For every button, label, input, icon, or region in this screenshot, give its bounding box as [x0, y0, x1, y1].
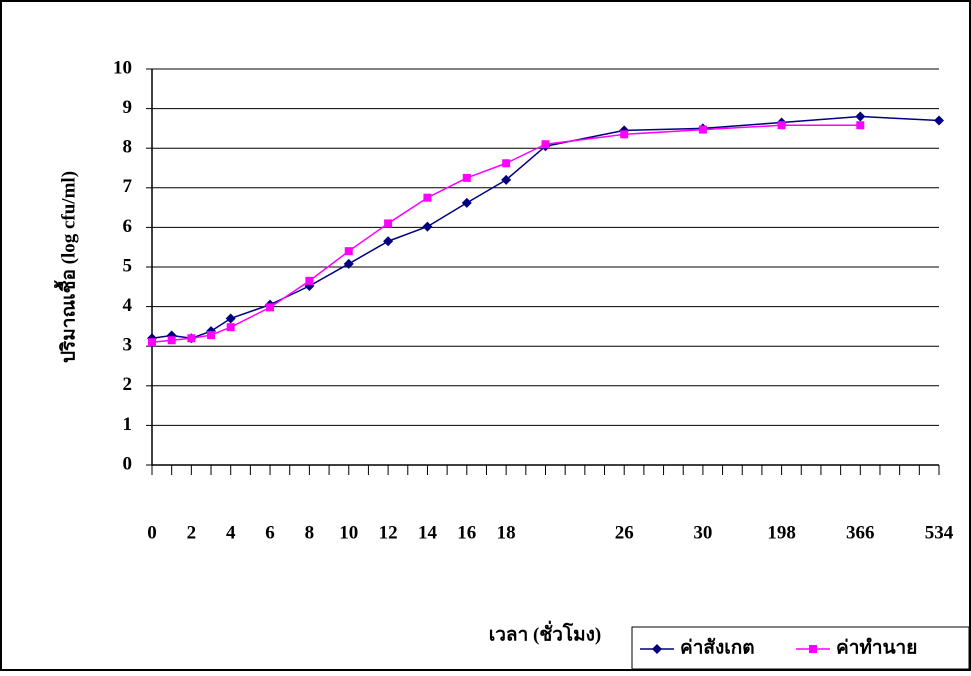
data-point — [542, 140, 550, 148]
chart: เวลา (ชั่วโมง) ปริมาณเชื้อ (log cfu/ml) … — [0, 0, 971, 671]
data-point — [620, 130, 628, 138]
y-tick-label: 6 — [123, 216, 133, 237]
legend-label: ค่าสังเกต — [680, 637, 755, 658]
x-tick-label: 12 — [379, 522, 398, 543]
legend-marker — [809, 645, 817, 653]
x-tick-label: 366 — [846, 522, 875, 543]
x-axis-title: เวลา (ชั่วโมง) — [489, 620, 601, 645]
y-tick-label: 1 — [123, 414, 133, 435]
y-tick-label: 7 — [123, 176, 133, 197]
data-point — [266, 303, 274, 311]
x-tick-label: 8 — [305, 522, 315, 543]
y-tick-label: 4 — [123, 295, 133, 316]
data-point — [305, 277, 313, 285]
data-point — [502, 159, 510, 167]
y-tick-label: 8 — [123, 137, 133, 158]
data-point — [384, 219, 392, 227]
data-point — [345, 247, 353, 255]
x-tick-label: 0 — [147, 522, 157, 543]
chart-frame — [1, 1, 970, 670]
x-tick-label: 16 — [457, 522, 476, 543]
x-tick-label: 2 — [187, 522, 197, 543]
legend-label: ค่าทำนาย — [836, 637, 917, 658]
data-point — [778, 121, 786, 129]
y-tick-label: 9 — [123, 97, 133, 118]
data-point — [699, 126, 707, 134]
x-tick-label: 198 — [767, 522, 796, 543]
data-point — [856, 121, 864, 129]
y-tick-label: 3 — [123, 335, 133, 356]
data-point — [148, 338, 156, 346]
data-point — [463, 174, 471, 182]
data-point — [227, 323, 235, 331]
x-tick-label: 10 — [339, 522, 358, 543]
x-tick-label: 4 — [226, 522, 236, 543]
x-tick-label: 30 — [693, 522, 712, 543]
x-tick-label: 6 — [265, 522, 275, 543]
y-tick-label: 10 — [113, 57, 132, 78]
x-tick-label: 14 — [418, 522, 438, 543]
x-tick-label: 26 — [615, 522, 634, 543]
data-point — [168, 336, 176, 344]
y-tick-label: 0 — [123, 453, 133, 474]
data-point — [207, 331, 215, 339]
data-point — [187, 334, 195, 342]
y-tick-label: 2 — [123, 374, 133, 395]
data-point — [423, 194, 431, 202]
x-tick-label: 534 — [925, 522, 954, 543]
y-tick-label: 5 — [123, 255, 133, 276]
x-tick-label: 18 — [497, 522, 516, 543]
